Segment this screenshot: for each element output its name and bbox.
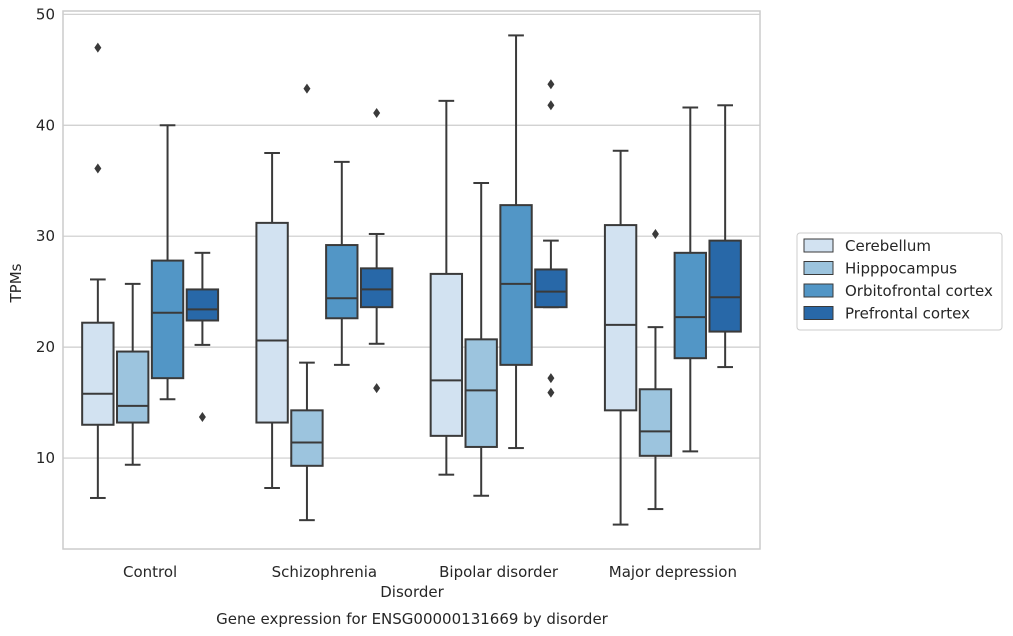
box-group-2 <box>429 34 568 497</box>
legend-swatch <box>803 238 834 253</box>
outlier-point <box>303 83 311 94</box>
y-tick-label: 20 <box>36 338 55 356</box>
outlier-point <box>547 373 555 384</box>
x-tick-label: Control <box>123 563 177 581</box>
y-tick-label: 30 <box>36 227 55 245</box>
outlier-point <box>94 42 102 53</box>
box-hipppocampus <box>290 409 324 467</box>
box-orbitofrontal-cortex <box>325 244 359 320</box>
legend-frame <box>796 232 1003 331</box>
legend-label: Prefrontal cortex <box>845 305 970 323</box>
outlier-point <box>547 387 555 398</box>
box-hipppocampus <box>464 338 498 448</box>
outlier-point <box>547 100 555 111</box>
y-tick-label: 10 <box>36 449 55 467</box>
box-cerebellum <box>429 272 464 437</box>
box-cerebellum <box>81 321 115 426</box>
y-axis-ticks: 10 20 30 40 50 <box>36 5 55 467</box>
box-groups <box>81 34 742 526</box>
outlier-point <box>198 411 206 422</box>
box-orbitofrontal-cortex <box>150 259 185 380</box>
box-group-3 <box>603 104 742 526</box>
y-axis-label: TPMs <box>7 263 25 303</box>
box-prefrontal-cortex <box>708 239 742 333</box>
outlier-point <box>547 79 555 90</box>
x-axis-label: Disorder <box>380 583 444 601</box>
box-cerebellum <box>255 221 289 424</box>
box-prefrontal-cortex <box>359 267 394 309</box>
legend-label: Cerebellum <box>845 237 931 255</box>
box-orbitofrontal-cortex <box>499 204 533 366</box>
legend-label: Orbitofrontal cortex <box>845 282 993 300</box>
x-tick-label: Schizophrenia <box>272 563 377 581</box>
outlier-point <box>94 163 102 174</box>
box-orbitofrontal-cortex <box>673 251 707 360</box>
box-prefrontal-cortex <box>534 268 568 309</box>
box-group-1 <box>255 83 394 522</box>
x-axis-ticks: Control Schizophrenia Bipolar disorder Majo… <box>123 563 737 581</box>
x-tick-label: Bipolar disorder <box>439 563 559 581</box>
box-hipppocampus <box>116 350 150 424</box>
legend-swatch <box>803 306 834 320</box>
box-cerebellum <box>603 224 638 412</box>
outlier-point <box>651 228 659 239</box>
box-group-0 <box>81 42 220 499</box>
outlier-point <box>373 383 381 394</box>
chart-caption: Gene expression for ENSG00000131669 by d… <box>216 610 609 628</box>
box-hipppocampus <box>638 388 673 457</box>
plot-area-frame <box>62 10 761 550</box>
legend-swatch <box>803 283 834 298</box>
y-tick-label: 40 <box>36 116 55 134</box>
legend-label: Hipppocampus <box>845 260 957 278</box>
outlier-point <box>373 108 381 119</box>
y-tick-label: 50 <box>36 5 55 23</box>
legend: Cerebellum Hipppocampus Orbitofrontal cort… <box>796 232 1003 331</box>
legend-swatch <box>803 261 834 275</box>
x-tick-label: Major depression <box>609 563 737 581</box>
box-prefrontal-cortex <box>185 288 220 322</box>
